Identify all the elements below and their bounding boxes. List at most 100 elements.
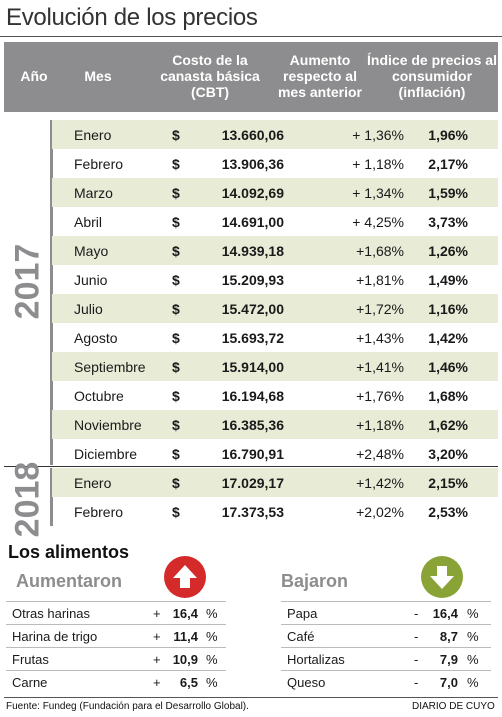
cbt-cell: 14.939,18 [221, 243, 284, 259]
ipc-cell: 1,59% [428, 185, 468, 201]
aumento-cell: + 4,25% [352, 214, 404, 230]
food-down-row: Queso - 7,0% [281, 670, 491, 693]
ipc-cell: 2,15% [428, 475, 468, 491]
ipc-cell: 1,49% [428, 272, 468, 288]
ipc-cell: 1,68% [428, 388, 468, 404]
month-cell: Noviembre [74, 417, 142, 433]
ipc-cell: 2,17% [428, 156, 468, 172]
year-bracket-2017 [50, 120, 53, 465]
footer-source: Fuente: Fundeg (Fundación para el Desarr… [6, 701, 249, 712]
cbt-cell: 13.660,06 [221, 127, 284, 143]
currency-cell: $ [172, 185, 180, 201]
food-down-row: Café - 8,7% [281, 624, 491, 647]
month-cell: Junio [74, 272, 108, 288]
cbt-cell: 17.373,53 [221, 504, 284, 520]
food-value: 16,4 [172, 606, 198, 621]
aumento-cell: +1,18% [356, 417, 404, 433]
currency-cell: $ [172, 243, 180, 259]
arrow-up-icon [164, 556, 206, 598]
footer-credit: DIARIO DE CUYO [412, 701, 495, 712]
month-cell: Enero [74, 475, 112, 491]
food-pct: % [206, 652, 218, 667]
currency-cell: $ [172, 359, 180, 375]
header-anio: Año [20, 68, 48, 84]
table-row: Marzo $14.092,69 + 1,34% 1,59% [52, 178, 498, 207]
ipc-cell: 1,46% [428, 359, 468, 375]
month-cell: Agosto [74, 330, 118, 346]
table-row: Abril $14.691,00 + 4,25% 3,73% [52, 207, 498, 236]
alimentos-title: Los alimentos [8, 542, 130, 562]
aumento-cell: +2,48% [356, 446, 404, 462]
cbt-cell: 17.029,17 [221, 475, 284, 491]
ipc-cell: 2,53% [428, 504, 468, 520]
currency-cell: $ [172, 214, 180, 230]
food-up-row: Carne +6,5% [6, 670, 226, 693]
cbt-cell: 14.691,00 [221, 214, 284, 230]
month-cell: Febrero [74, 504, 124, 520]
bajaron-label: Bajaron [281, 571, 349, 591]
table-row: Diciembre $16.790,91 +2,48% 3,20% [52, 439, 498, 468]
food-value: 6,5 [179, 675, 198, 690]
aumento-cell: + 1,18% [352, 156, 404, 172]
year-label-2018: 2018 [8, 461, 47, 538]
food-pct: % [206, 675, 218, 690]
currency-cell: $ [172, 156, 180, 172]
food-name: Frutas [12, 652, 49, 667]
month-cell: Julio [74, 301, 103, 317]
currency-cell: $ [172, 475, 180, 491]
food-name: Carne [12, 675, 48, 690]
food-value: 7,0 [439, 675, 458, 690]
title-divider [0, 36, 502, 37]
month-cell: Octubre [74, 388, 124, 404]
cbt-cell: 15.209,93 [221, 272, 284, 288]
cbt-cell: 14.092,69 [221, 185, 284, 201]
table-row: Septiembre $15.914,00 +1,41% 1,46% [52, 352, 498, 381]
food-pct: % [467, 652, 479, 667]
currency-cell: $ [172, 127, 180, 143]
table-row: Febrero $17.373,53 +2,02% 2,53% [52, 497, 498, 526]
aumento-cell: +1,43% [356, 330, 404, 346]
cbt-cell: 16.385,36 [221, 417, 284, 433]
header-aumento: Aumento respecto al mes anterior [277, 52, 363, 100]
food-value: 10,9 [172, 652, 198, 667]
cbt-cell: 15.472,00 [221, 301, 284, 317]
aumento-cell: +1,72% [356, 301, 404, 317]
footer-divider [4, 697, 498, 698]
food-value: 11,4 [173, 629, 198, 644]
food-pct: % [467, 606, 479, 621]
header-mes: Mes [84, 68, 112, 84]
header-cbt: Costo de la canasta básica (CBT) [160, 52, 260, 100]
aumento-cell: +2,02% [356, 504, 404, 520]
year-bracket-2018 [50, 468, 53, 526]
food-name: Papa [287, 606, 318, 621]
aumento-cell: + 1,36% [352, 127, 404, 143]
ipc-cell: 3,73% [428, 214, 468, 230]
food-sign: + [153, 652, 161, 667]
month-cell: Abril [74, 214, 103, 230]
month-cell: Marzo [74, 185, 113, 201]
header-ipc: Índice de precios al consumidor (inflaci… [367, 52, 497, 100]
ipc-cell: 1,42% [428, 330, 468, 346]
currency-cell: $ [172, 301, 180, 317]
aumentaron-label: Aumentaron [16, 571, 123, 591]
cbt-cell: 16.790,91 [221, 446, 284, 462]
page-title: Evolución de los precios [6, 4, 258, 31]
food-pct: % [467, 629, 479, 644]
food-sign: - [414, 675, 419, 690]
table-row: Enero $13.660,06 + 1,36% 1,96% [52, 120, 498, 149]
table-row: Febrero $13.906,36 + 1,18% 2,17% [52, 149, 498, 178]
food-sign: + [153, 629, 161, 644]
aumento-cell: +1,76% [356, 388, 404, 404]
food-name: Queso [287, 675, 326, 690]
month-cell: Enero [74, 127, 112, 143]
food-sign: - [414, 652, 419, 667]
table-row: Agosto $15.693,72 +1,43% 1,42% [52, 323, 498, 352]
currency-cell: $ [172, 417, 180, 433]
food-up-row: Otras harinas +16,4% [6, 601, 226, 624]
currency-cell: $ [172, 504, 180, 520]
ipc-cell: 1,62% [428, 417, 468, 433]
food-up-row: Harina de trigo +11,4% [6, 624, 226, 647]
food-name: Hortalizas [287, 652, 345, 667]
currency-cell: $ [172, 272, 180, 288]
currency-cell: $ [172, 388, 180, 404]
